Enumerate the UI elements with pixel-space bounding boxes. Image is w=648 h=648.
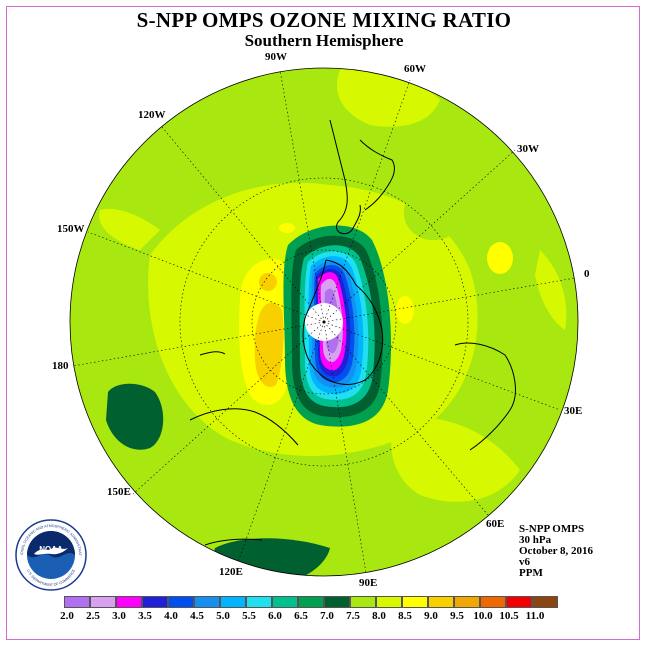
colorbar-swatch xyxy=(350,596,376,608)
noaa-logo: NOAA NATIONAL OCEANIC AND ATMOSPHERIC AD… xyxy=(14,518,87,591)
ozone-field xyxy=(70,68,578,576)
colorbar-swatch xyxy=(246,596,272,608)
colorbar-tick-label: 2.5 xyxy=(86,610,100,622)
lon-label-90w: 90W xyxy=(265,51,287,63)
lon-label-30e: 30E xyxy=(564,405,583,417)
colorbar-tick-label: 7.5 xyxy=(346,610,360,622)
lon-label-0: 0 xyxy=(584,268,590,280)
info-block: S-NPP OMPS 30 hPa October 8, 2016 v6 PPM xyxy=(519,524,593,579)
colorbar-tick-label: 5.0 xyxy=(216,610,230,622)
map-subtitle: Southern Hemisphere xyxy=(244,31,404,50)
colorbar-tick-label: 6.0 xyxy=(268,610,282,622)
lon-label-60w: 60W xyxy=(404,63,426,75)
colorbar-swatch xyxy=(454,596,480,608)
graticule xyxy=(72,69,576,574)
colorbar-tick-label: 10.5 xyxy=(499,610,519,622)
colorbar-swatch xyxy=(532,596,558,608)
colorbar-swatch xyxy=(376,596,402,608)
info-units: PPM xyxy=(519,567,543,579)
noaa-logo-text: NOAA xyxy=(39,545,63,554)
colorbar-tick-label: 7.0 xyxy=(320,610,334,622)
map-title: S-NPP OMPS OZONE MIXING RATIO xyxy=(136,8,512,32)
info-instrument: S-NPP OMPS xyxy=(519,523,585,535)
colorbar-swatch xyxy=(506,596,532,608)
colorbar-swatch xyxy=(116,596,142,608)
info-date: October 8, 2016 xyxy=(519,545,594,557)
colorbar-swatch xyxy=(90,596,116,608)
colorbar-tick-label: 8.0 xyxy=(372,610,386,622)
colorbar-tick-label: 11.0 xyxy=(525,610,545,622)
colorbar-tick-label: 3.5 xyxy=(138,610,152,622)
colorbar-tick-label: 9.5 xyxy=(450,610,464,622)
info-version: v6 xyxy=(519,556,530,568)
colorbar-swatch xyxy=(324,596,350,608)
colorbar xyxy=(64,596,558,608)
lon-label-150e: 150E xyxy=(107,486,131,498)
colorbar-tick-label: 4.0 xyxy=(164,610,178,622)
lon-label-120w: 120W xyxy=(138,109,166,121)
lon-label-120e: 120E xyxy=(219,566,243,578)
colorbar-tick-label: 5.5 xyxy=(242,610,256,622)
colorbar-swatch xyxy=(220,596,246,608)
colorbar-swatch xyxy=(428,596,454,608)
colorbar-tick-label: 8.5 xyxy=(398,610,412,622)
colorbar-swatch xyxy=(64,596,90,608)
colorbar-tick-label: 2.0 xyxy=(60,610,74,622)
coastlines xyxy=(189,119,516,546)
colorbar-tick-label: 3.0 xyxy=(112,610,126,622)
colorbar-swatch xyxy=(480,596,506,608)
colorbar-tick-label: 6.5 xyxy=(294,610,308,622)
lon-label-60e: 60E xyxy=(486,518,505,530)
colorbar-swatch xyxy=(194,596,220,608)
colorbar-swatch xyxy=(168,596,194,608)
lon-label-180: 180 xyxy=(52,360,69,372)
map-boundary xyxy=(69,67,579,577)
colorbar-tick-label: 9.0 xyxy=(424,610,438,622)
colorbar-swatch xyxy=(272,596,298,608)
colorbar-swatch xyxy=(298,596,324,608)
info-level: 30 hPa xyxy=(519,534,552,546)
lon-label-90e: 90E xyxy=(359,577,378,589)
figure-frame xyxy=(6,6,640,640)
lon-label-30w: 30W xyxy=(517,143,539,155)
colorbar-tick-label: 4.5 xyxy=(190,610,204,622)
colorbar-tick-label: 10.0 xyxy=(473,610,493,622)
lon-label-150w: 150W xyxy=(57,223,85,235)
colorbar-swatch xyxy=(142,596,168,608)
colorbar-swatch xyxy=(402,596,428,608)
